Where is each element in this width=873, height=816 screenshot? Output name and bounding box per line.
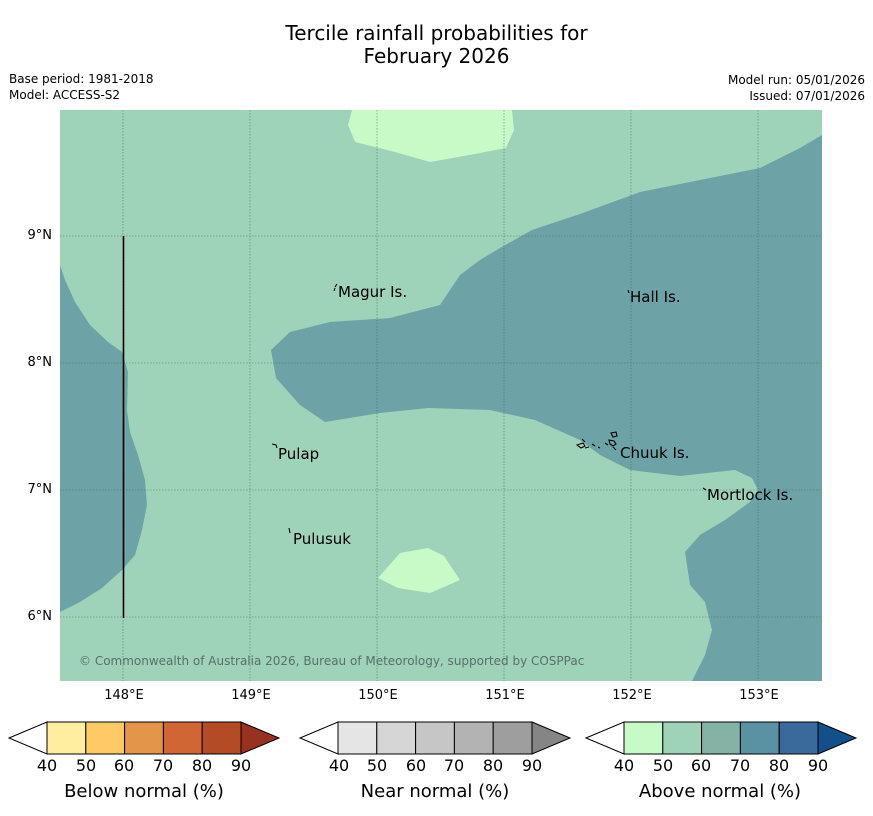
legend-colorbars <box>7 721 858 755</box>
meta-right: Model run: 05/01/2026 Issued: 07/01/2026 <box>728 72 865 104</box>
mortlock-island-shape <box>702 487 707 491</box>
lon-label-151e: 151°E <box>485 688 525 703</box>
above-segment-2 <box>662 721 703 755</box>
map-svg <box>60 110 822 681</box>
title-line-1: Tercile rainfall probabilities for <box>285 21 588 45</box>
pulusuk-island-shape <box>288 527 291 534</box>
below-tick-70: 70 <box>152 756 174 775</box>
below-segment-5 <box>201 721 242 755</box>
colorbar-below-normal <box>7 721 281 755</box>
near-arrow-low <box>298 721 339 755</box>
near-tick-50: 50 <box>366 756 388 775</box>
below-tick-80: 80 <box>191 756 213 775</box>
below-normal-label: Below normal (%) <box>64 781 224 802</box>
near-segment-3 <box>415 721 455 755</box>
above-tick-80: 80 <box>768 756 790 775</box>
near-normal-label: Near normal (%) <box>360 781 510 802</box>
colorbar-near-normal <box>298 721 572 755</box>
near-segment-1 <box>337 721 378 755</box>
lat-label-8n: 8°N <box>27 355 53 370</box>
region-above-40-50-north <box>348 110 514 162</box>
model-text: Model: ACCESS-S2 <box>9 88 121 102</box>
lat-label-9n: 9°N <box>27 228 53 243</box>
above-segment-3 <box>701 721 741 755</box>
lat-label-6n: 6°N <box>27 609 53 624</box>
above-tick-90: 90 <box>807 756 829 775</box>
above-tick-50: 50 <box>652 756 674 775</box>
below-tick-90: 90 <box>230 756 252 775</box>
above-normal-label: Above normal (%) <box>638 781 802 802</box>
near-tick-80: 80 <box>482 756 504 775</box>
below-segment-3 <box>124 721 164 755</box>
magur-island-shape <box>333 283 338 292</box>
label-pulusuk: Pulusuk <box>293 530 351 548</box>
region-above-60-70-east <box>271 135 822 681</box>
issued-text: Issued: 07/01/2026 <box>749 89 865 103</box>
copyright-text: © Commonwealth of Australia 2026, Bureau… <box>79 654 585 668</box>
below-segment-2 <box>85 721 126 755</box>
base-period-text: Base period: 1981-2018 <box>9 72 154 86</box>
below-arrow-high <box>240 721 281 755</box>
lon-label-149e: 149°E <box>231 688 271 703</box>
lat-label-7n: 7°N <box>27 482 53 497</box>
near-tick-90: 90 <box>521 756 543 775</box>
meta-left: Base period: 1981-2018 Model: ACCESS-S2 <box>9 71 154 103</box>
below-tick-60: 60 <box>113 756 135 775</box>
above-tick-70: 70 <box>729 756 751 775</box>
pulap-island-shape <box>271 443 278 449</box>
lon-label-152e: 152°E <box>612 688 652 703</box>
lon-label-150e: 150°E <box>358 688 398 703</box>
label-chuuk: Chuuk Is. <box>620 444 690 462</box>
above-tick-40: 40 <box>613 756 635 775</box>
above-segment-5 <box>778 721 819 755</box>
lon-label-148e: 148°E <box>104 688 144 703</box>
above-segment-1 <box>623 721 664 755</box>
label-hall: Hall Is. <box>630 288 681 306</box>
above-arrow-low <box>584 721 625 755</box>
label-magur: Magur Is. <box>338 283 408 301</box>
above-tick-60: 60 <box>690 756 712 775</box>
map-panel <box>60 110 822 681</box>
near-tick-70: 70 <box>443 756 465 775</box>
title-line-2: February 2026 <box>363 44 510 68</box>
near-tick-40: 40 <box>328 756 350 775</box>
below-tick-50: 50 <box>75 756 97 775</box>
near-segment-2 <box>376 721 417 755</box>
below-segment-4 <box>162 721 203 755</box>
near-segment-4 <box>453 721 494 755</box>
colorbar-above-normal <box>584 721 858 755</box>
above-segment-4 <box>739 721 780 755</box>
near-arrow-high <box>531 721 572 755</box>
label-mortlock: Mortlock Is. <box>707 486 794 504</box>
island-outlines <box>271 283 707 534</box>
near-segment-5 <box>492 721 533 755</box>
below-segment-1 <box>46 721 87 755</box>
region-above-40-50-south <box>378 548 460 593</box>
hall-island-shape <box>627 289 630 294</box>
near-tick-60: 60 <box>405 756 427 775</box>
lon-label-153e: 153°E <box>739 688 779 703</box>
chart-title: Tercile rainfall probabilities for Febru… <box>0 22 873 68</box>
below-arrow-low <box>7 721 48 755</box>
label-pulap: Pulap <box>278 445 320 463</box>
chuuk-island-shape <box>575 431 618 451</box>
region-above-60-70-west <box>60 265 147 612</box>
below-tick-40: 40 <box>36 756 58 775</box>
model-run-text: Model run: 05/01/2026 <box>727 73 865 87</box>
above-arrow-high <box>817 721 858 755</box>
